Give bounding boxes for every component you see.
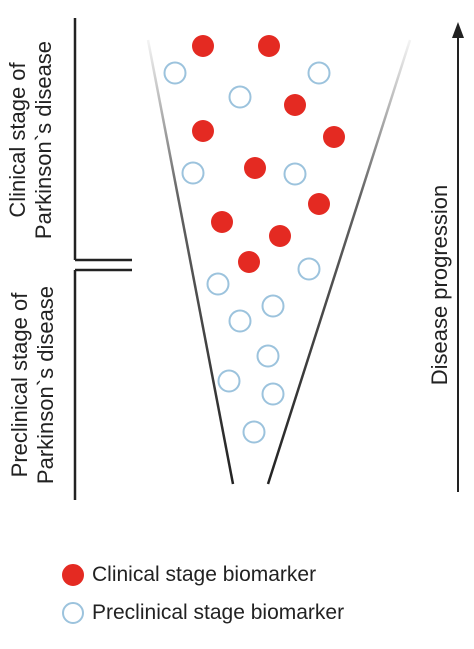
preclinical-biomarker-dot bbox=[228, 85, 252, 109]
preclinical-biomarkers bbox=[163, 61, 331, 444]
preclinical-biomarker-dot bbox=[283, 162, 307, 186]
preclinical-biomarker-dot bbox=[242, 420, 266, 444]
legend-preclinical-label: Preclinical stage biomarker bbox=[92, 601, 345, 624]
legend-clinical-label: Clinical stage biomarker bbox=[92, 563, 317, 586]
clinical-biomarker-dot bbox=[192, 120, 214, 142]
preclinical-biomarker-dot bbox=[256, 344, 280, 368]
clinical-stage-label: Clinical stage of Parkinson`s disease bbox=[5, 20, 65, 260]
preclinical-biomarker-dot bbox=[228, 309, 252, 333]
preclinical-stage-label-line-1: Preclinical stage of bbox=[7, 292, 32, 478]
progression-arrow bbox=[452, 22, 464, 492]
funnel-left-edge bbox=[146, 39, 235, 485]
progression-funnel bbox=[146, 39, 412, 485]
legend-clinical: Clinical stage biomarker bbox=[62, 560, 316, 590]
clinical-biomarker-dot bbox=[258, 35, 280, 57]
clinical-biomarker-dot bbox=[238, 251, 260, 273]
preclinical-biomarker-dot bbox=[261, 294, 285, 318]
clinical-biomarker-dot bbox=[192, 35, 214, 57]
clinical-biomarker-dot bbox=[284, 94, 306, 116]
preclinical-stage-label: Preclinical stage of Parkinson`s disease bbox=[7, 260, 67, 510]
arrow-up-icon bbox=[452, 22, 464, 38]
clinical-stage-label-line-2: Parkinson`s disease bbox=[31, 40, 56, 240]
clinical-biomarker-dot bbox=[269, 225, 291, 247]
preclinical-biomarker-dot bbox=[163, 61, 187, 85]
legend-preclinical: Preclinical stage biomarker bbox=[62, 598, 344, 628]
funnel-right-edge bbox=[266, 39, 412, 485]
preclinical-biomarker-dot bbox=[261, 382, 285, 406]
clinical-stage-bracket bbox=[73, 18, 132, 262]
clinical-biomarker-dot bbox=[211, 211, 233, 233]
disease-progression-label: Disease progression bbox=[427, 184, 452, 386]
preclinical-biomarker-dot bbox=[217, 369, 241, 393]
clinical-biomarker-dot bbox=[308, 193, 330, 215]
preclinical-biomarker-dot bbox=[307, 61, 331, 85]
clinical-biomarkers bbox=[192, 35, 345, 273]
clinical-biomarker-legend-icon bbox=[62, 564, 84, 586]
preclinical-biomarker-legend-icon bbox=[62, 602, 84, 624]
clinical-biomarker-dot bbox=[244, 157, 266, 179]
preclinical-stage-bracket bbox=[73, 268, 132, 500]
preclinical-stage-label-line-2: Parkinson`s disease bbox=[33, 285, 58, 485]
clinical-stage-label-line-1: Clinical stage of bbox=[5, 62, 30, 218]
preclinical-biomarker-dot bbox=[297, 257, 321, 281]
preclinical-biomarker-dot bbox=[206, 272, 230, 296]
clinical-biomarker-dot bbox=[323, 126, 345, 148]
preclinical-biomarker-dot bbox=[181, 161, 205, 185]
